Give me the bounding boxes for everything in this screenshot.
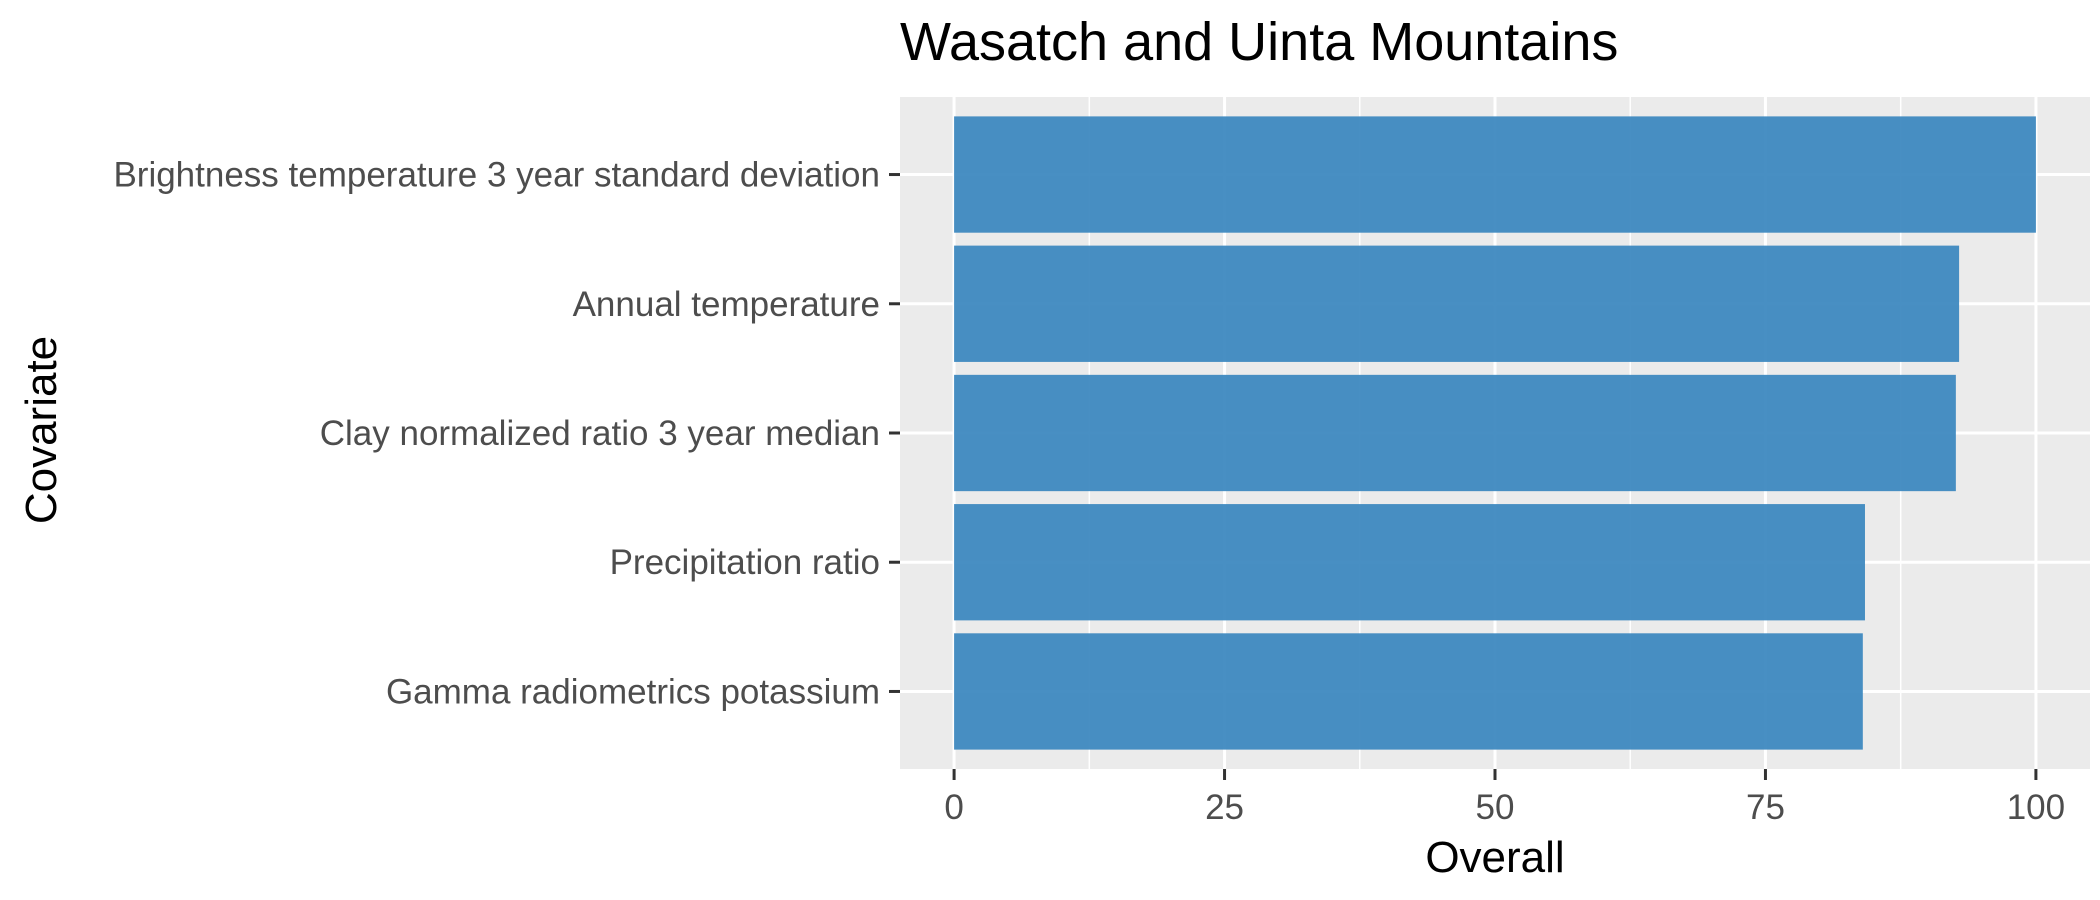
- x-tick-label: 0: [944, 788, 963, 827]
- bar: [954, 504, 1865, 621]
- y-tick-label: Annual temperature: [573, 285, 880, 324]
- y-axis-ticks: Brightness temperature 3 year standard d…: [113, 156, 900, 711]
- bars: [954, 116, 2036, 750]
- y-tick-label: Brightness temperature 3 year standard d…: [113, 156, 880, 195]
- bar: [954, 116, 2036, 233]
- x-tick-label: 25: [1205, 788, 1244, 827]
- y-tick-label: Gamma radiometrics potassium: [386, 672, 880, 711]
- chart-title: Wasatch and Uinta Mountains: [900, 12, 1618, 72]
- x-axis-ticks: 0 25 50 75 100: [944, 769, 2065, 827]
- bar: [954, 374, 1956, 492]
- y-tick-label: Precipitation ratio: [610, 543, 880, 582]
- y-axis-title: Covariate: [17, 336, 66, 524]
- x-tick-label: 100: [2007, 788, 2065, 827]
- bar: [954, 633, 1863, 750]
- x-tick-label: 75: [1746, 788, 1785, 827]
- x-tick-label: 50: [1476, 788, 1515, 827]
- bar: [954, 245, 1960, 362]
- y-tick-label: Clay normalized ratio 3 year median: [320, 414, 880, 453]
- x-axis-title: Overall: [1425, 833, 1564, 882]
